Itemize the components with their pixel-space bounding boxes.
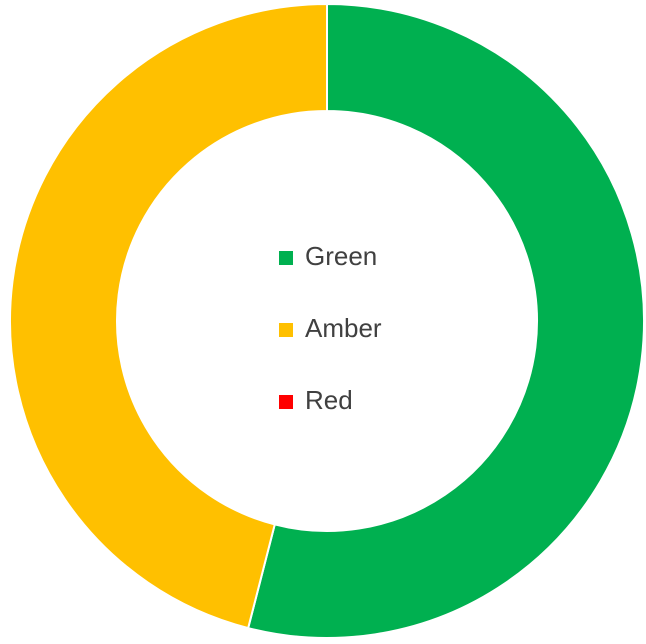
legend-swatch <box>279 323 293 337</box>
legend-label: Green <box>305 241 377 271</box>
donut-slice <box>9 2 328 630</box>
donut-slice <box>246 2 645 639</box>
legend-label: Amber <box>305 313 382 343</box>
legend-swatch <box>279 395 293 409</box>
legend-swatch <box>279 251 293 265</box>
legend-label: Red <box>305 385 353 415</box>
